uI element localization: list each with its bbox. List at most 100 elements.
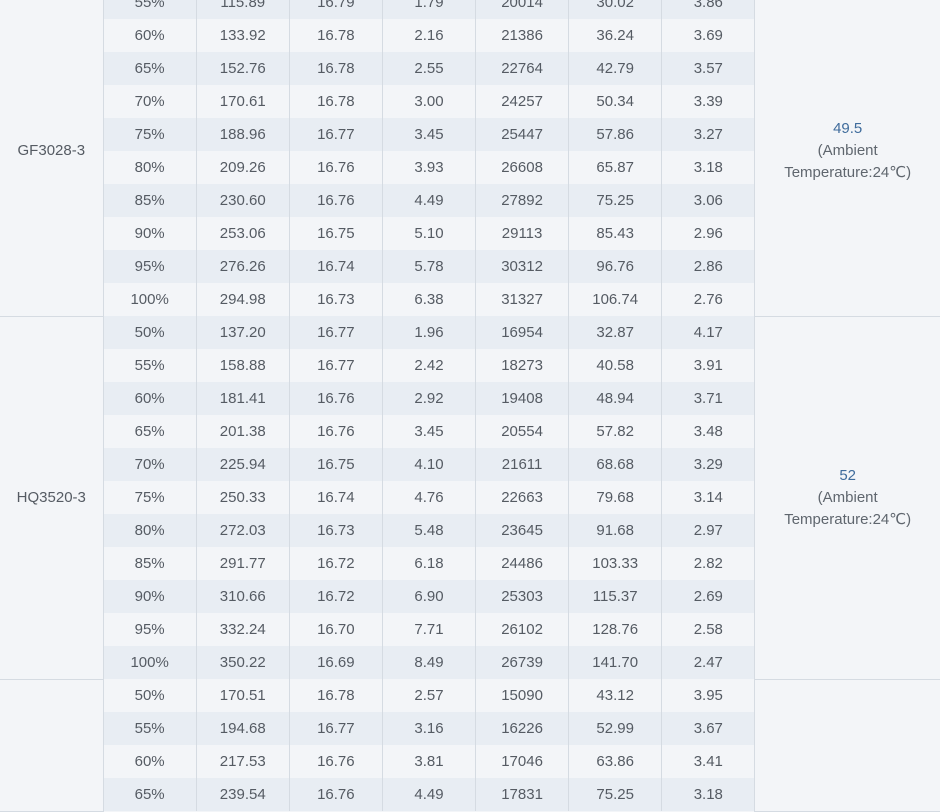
efficiency-cell: 2.96	[661, 217, 755, 250]
voltage-cell: 170.61	[196, 85, 290, 118]
table-row: 85% 230.60 16.76 4.49 27892 75.25 3.06	[0, 184, 940, 217]
thrust-cell: 85.43	[568, 217, 663, 250]
model-name-cell	[0, 679, 104, 812]
efficiency-cell: 3.69	[661, 19, 755, 52]
power-cell: 4.76	[382, 481, 477, 514]
throttle-cell: 65%	[103, 778, 197, 811]
power-cell: 4.10	[382, 448, 477, 481]
power-cell: 4.49	[382, 184, 477, 217]
rpm-cell: 26739	[475, 646, 570, 679]
current-cell: 16.73	[289, 283, 383, 316]
rpm-cell: 19408	[475, 382, 570, 415]
thrust-cell: 48.94	[568, 382, 663, 415]
table-row: 80% 209.26 16.76 3.93 26608 65.87 3.18	[0, 151, 940, 184]
throttle-cell: 95%	[103, 613, 197, 646]
thrust-cell: 63.86	[568, 745, 663, 778]
voltage-cell: 253.06	[196, 217, 290, 250]
efficiency-cell: 3.67	[661, 712, 755, 745]
throttle-cell: 70%	[103, 85, 197, 118]
voltage-cell: 230.60	[196, 184, 290, 217]
throttle-cell: 60%	[103, 382, 197, 415]
voltage-cell: 158.88	[196, 349, 290, 382]
current-cell: 16.74	[289, 250, 383, 283]
rpm-cell: 16954	[475, 316, 570, 349]
thrust-cell: 68.68	[568, 448, 663, 481]
thrust-cell: 106.74	[568, 283, 663, 316]
voltage-cell: 332.24	[196, 613, 290, 646]
efficiency-cell: 3.39	[661, 85, 755, 118]
thrust-cell: 40.58	[568, 349, 663, 382]
table-row: 90% 310.66 16.72 6.90 25303 115.37 2.69	[0, 580, 940, 613]
table-row: 50% 170.51 16.78 2.57 15090 43.12 3.95	[0, 679, 940, 812]
current-cell: 16.77	[289, 349, 383, 382]
voltage-cell: 225.94	[196, 448, 290, 481]
voltage-cell: 350.22	[196, 646, 290, 679]
voltage-cell: 291.77	[196, 547, 290, 580]
thrust-cell: 57.86	[568, 118, 663, 151]
rpm-cell: 21386	[475, 19, 570, 52]
power-cell: 6.90	[382, 580, 477, 613]
efficiency-cell: 2.58	[661, 613, 755, 646]
motor-temperature-cell: 49.5 (Ambient Temperature:24℃)	[754, 0, 940, 317]
rpm-cell: 24257	[475, 85, 570, 118]
efficiency-cell: 3.71	[661, 382, 755, 415]
propeller-group: 50% 170.51 16.78 2.57 15090 43.12 3.95 55% 194.6…	[0, 679, 940, 812]
power-cell: 2.57	[382, 679, 477, 712]
power-cell: 5.78	[382, 250, 477, 283]
power-cell: 6.18	[382, 547, 477, 580]
thrust-cell: 79.68	[568, 481, 663, 514]
power-cell: 6.38	[382, 283, 477, 316]
throttle-cell: 55%	[103, 0, 197, 19]
table-row: 70% 225.94 16.75 4.10 21611 68.68 3.29	[0, 448, 940, 481]
current-cell: 16.75	[289, 217, 383, 250]
voltage-cell: 152.76	[196, 52, 290, 85]
rpm-cell: 20554	[475, 415, 570, 448]
thrust-cell: 115.37	[568, 580, 663, 613]
throttle-cell: 75%	[103, 118, 197, 151]
efficiency-cell: 4.17	[661, 316, 755, 349]
throttle-cell: 55%	[103, 712, 197, 745]
current-cell: 16.73	[289, 514, 383, 547]
current-cell: 16.76	[289, 151, 383, 184]
table-row: HQ3520-3 50% 137.20 16.77 1.96 16954 32.87 4.17…	[0, 316, 940, 680]
table-row: 60% 133.92 16.78 2.16 21386 36.24 3.69	[0, 19, 940, 52]
power-cell: 1.96	[382, 316, 477, 349]
current-cell: 16.78	[289, 85, 383, 118]
power-cell: 3.81	[382, 745, 477, 778]
voltage-cell: 310.66	[196, 580, 290, 613]
voltage-cell: 250.33	[196, 481, 290, 514]
throttle-cell: 60%	[103, 19, 197, 52]
motor-temperature-cell: 52 (Ambient Temperature:24℃)	[754, 316, 940, 680]
throttle-cell: 100%	[103, 283, 197, 316]
table-row: 95% 332.24 16.70 7.71 26102 128.76 2.58	[0, 613, 940, 646]
efficiency-cell: 2.82	[661, 547, 755, 580]
table-row: 65% 201.38 16.76 3.45 20554 57.82 3.48	[0, 415, 940, 448]
table-row: 55% 194.68 16.77 3.16 16226 52.99 3.67	[0, 712, 940, 745]
rpm-cell: 23645	[475, 514, 570, 547]
efficiency-cell: 2.97	[661, 514, 755, 547]
table-row: 100% 294.98 16.73 6.38 31327 106.74 2.76	[0, 283, 940, 316]
voltage-cell: 239.54	[196, 778, 290, 811]
power-cell: 3.45	[382, 415, 477, 448]
rpm-cell: 24486	[475, 547, 570, 580]
efficiency-cell: 3.18	[661, 778, 755, 811]
voltage-cell: 209.26	[196, 151, 290, 184]
throttle-cell: 50%	[103, 679, 197, 712]
power-cell: 2.55	[382, 52, 477, 85]
table-row: 60% 181.41 16.76 2.92 19408 48.94 3.71	[0, 382, 940, 415]
power-cell: 3.16	[382, 712, 477, 745]
throttle-cell: 60%	[103, 745, 197, 778]
voltage-cell: 115.89	[196, 0, 290, 19]
throttle-cell: 100%	[103, 646, 197, 679]
efficiency-cell: 2.47	[661, 646, 755, 679]
efficiency-cell: 3.95	[661, 679, 755, 712]
current-cell: 16.72	[289, 547, 383, 580]
table-row: 75% 188.96 16.77 3.45 25447 57.86 3.27	[0, 118, 940, 151]
thrust-cell: 50.34	[568, 85, 663, 118]
current-cell: 16.76	[289, 184, 383, 217]
power-cell: 8.49	[382, 646, 477, 679]
thrust-cell: 91.68	[568, 514, 663, 547]
voltage-cell: 294.98	[196, 283, 290, 316]
thrust-cell: 75.25	[568, 184, 663, 217]
thrust-cell: 65.87	[568, 151, 663, 184]
